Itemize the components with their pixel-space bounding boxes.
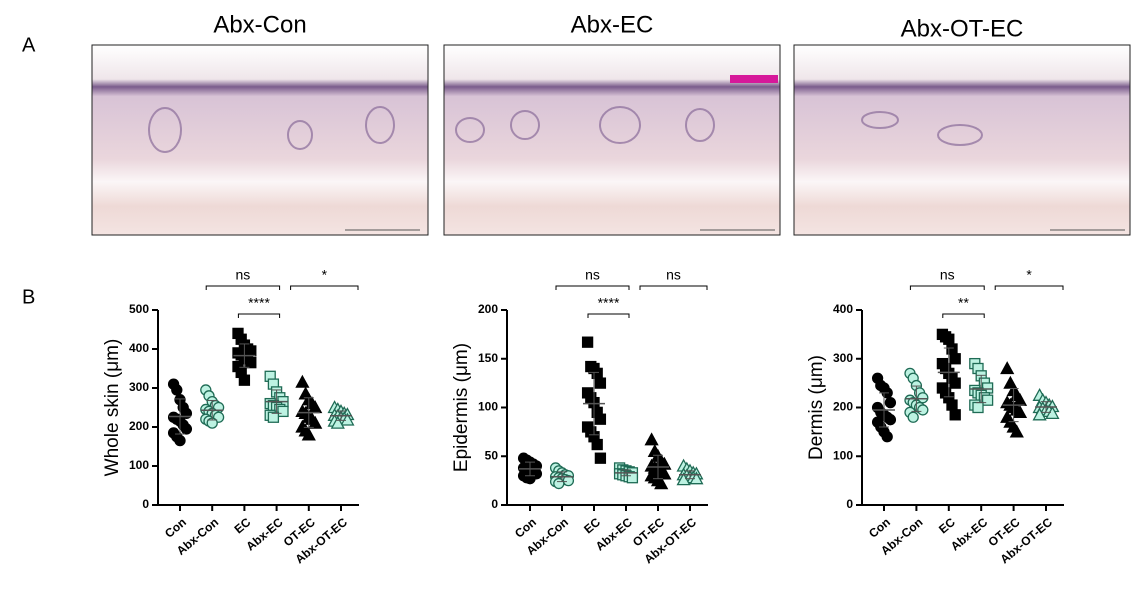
histology-image — [91, 44, 429, 236]
data-point — [981, 394, 994, 406]
y-tick-label: 200 — [129, 419, 149, 433]
data-point — [644, 432, 659, 446]
x-tick-label: Abx-EC — [243, 515, 285, 554]
data-point — [943, 333, 955, 345]
image-title: Abx-OT-EC — [901, 15, 1024, 42]
data-point — [949, 409, 961, 421]
y-axis-label: Epidermis (μm) — [451, 343, 472, 472]
data-point — [238, 374, 251, 386]
data-point — [174, 434, 186, 447]
y-axis-label: Whole skin (μm) — [102, 339, 123, 477]
data-point — [1032, 407, 1047, 421]
panel-label: A — [22, 34, 36, 56]
data-point — [949, 353, 961, 365]
data-point — [180, 423, 193, 435]
significance-bracket — [205, 285, 281, 290]
y-tick-label: 200 — [833, 400, 853, 414]
significance-bracket — [237, 313, 281, 318]
data-point — [654, 476, 669, 490]
y-tick-label: 0 — [846, 497, 853, 511]
stain-artifact — [730, 75, 778, 83]
significance-bracket — [290, 285, 359, 290]
data-point — [1012, 405, 1028, 419]
data-point — [340, 412, 355, 426]
data-point — [581, 336, 594, 348]
data-point — [594, 413, 607, 425]
data-point — [553, 477, 565, 490]
significance-bracket — [587, 313, 630, 318]
data-point — [917, 392, 929, 404]
histology-image — [793, 44, 1131, 236]
data-point — [917, 404, 929, 416]
y-tick-label: 400 — [129, 341, 149, 355]
y-tick-label: 50 — [485, 448, 499, 462]
data-point — [657, 466, 672, 480]
x-tick-label: EC — [581, 515, 603, 537]
y-tick-label: 400 — [833, 302, 853, 316]
significance-label: ** — [958, 295, 969, 311]
histology-image — [443, 44, 781, 236]
data-point — [946, 399, 958, 411]
significance-label: **** — [598, 295, 620, 311]
y-tick-label: 300 — [833, 351, 853, 365]
y-tick-label: 500 — [129, 302, 149, 316]
y-tick-label: 200 — [478, 302, 498, 316]
data-point — [949, 377, 961, 389]
data-point — [884, 396, 897, 409]
significance-label: ns — [940, 267, 955, 283]
y-tick-label: 0 — [491, 497, 498, 511]
data-point — [591, 438, 603, 451]
x-tick-label: Abx-EC — [948, 515, 990, 554]
data-point — [1000, 361, 1015, 375]
x-tick-label: Abx-EC — [593, 515, 635, 554]
data-point — [295, 374, 310, 388]
x-tick-label: EC — [232, 515, 254, 537]
data-point — [308, 415, 323, 429]
data-point — [267, 411, 280, 423]
significance-label: ns — [585, 267, 600, 283]
significance-bracket — [639, 285, 708, 290]
y-tick-label: 100 — [478, 400, 498, 414]
data-point — [884, 414, 897, 426]
y-tick-label: 100 — [833, 448, 853, 462]
data-point — [594, 452, 607, 464]
panel-label: B — [22, 286, 35, 308]
y-axis-label: Dermis (μm) — [806, 355, 827, 460]
y-tick-label: 0 — [142, 497, 149, 511]
tissue-structures — [148, 106, 983, 153]
significance-bracket — [942, 313, 985, 318]
y-tick-label: 100 — [129, 458, 149, 472]
histology-images: Abx-Con Abx-EC Abx-OT-EC — [91, 11, 1131, 236]
data-point — [330, 415, 345, 429]
data-point — [1009, 424, 1024, 438]
data-point — [277, 405, 289, 418]
image-title: Abx-Con — [213, 11, 306, 38]
significance-label: * — [1026, 267, 1032, 283]
data-point — [907, 411, 919, 423]
significance-bracket — [909, 285, 985, 290]
data-point — [171, 384, 183, 396]
data-point — [301, 427, 316, 441]
significance-bracket — [994, 285, 1064, 290]
y-tick-label: 300 — [129, 380, 149, 394]
data-point — [972, 401, 984, 414]
data-point — [626, 472, 639, 484]
image-title: Abx-EC — [571, 11, 654, 38]
x-tick-label: EC — [936, 515, 958, 537]
significance-bracket — [555, 285, 630, 290]
y-tick-label: 150 — [478, 351, 498, 365]
significance-label: **** — [248, 295, 270, 311]
significance-label: ns — [666, 267, 681, 283]
data-point — [594, 377, 607, 389]
data-point — [245, 356, 257, 369]
significance-label: * — [322, 267, 328, 283]
significance-label: ns — [236, 267, 251, 283]
data-point — [881, 431, 893, 443]
